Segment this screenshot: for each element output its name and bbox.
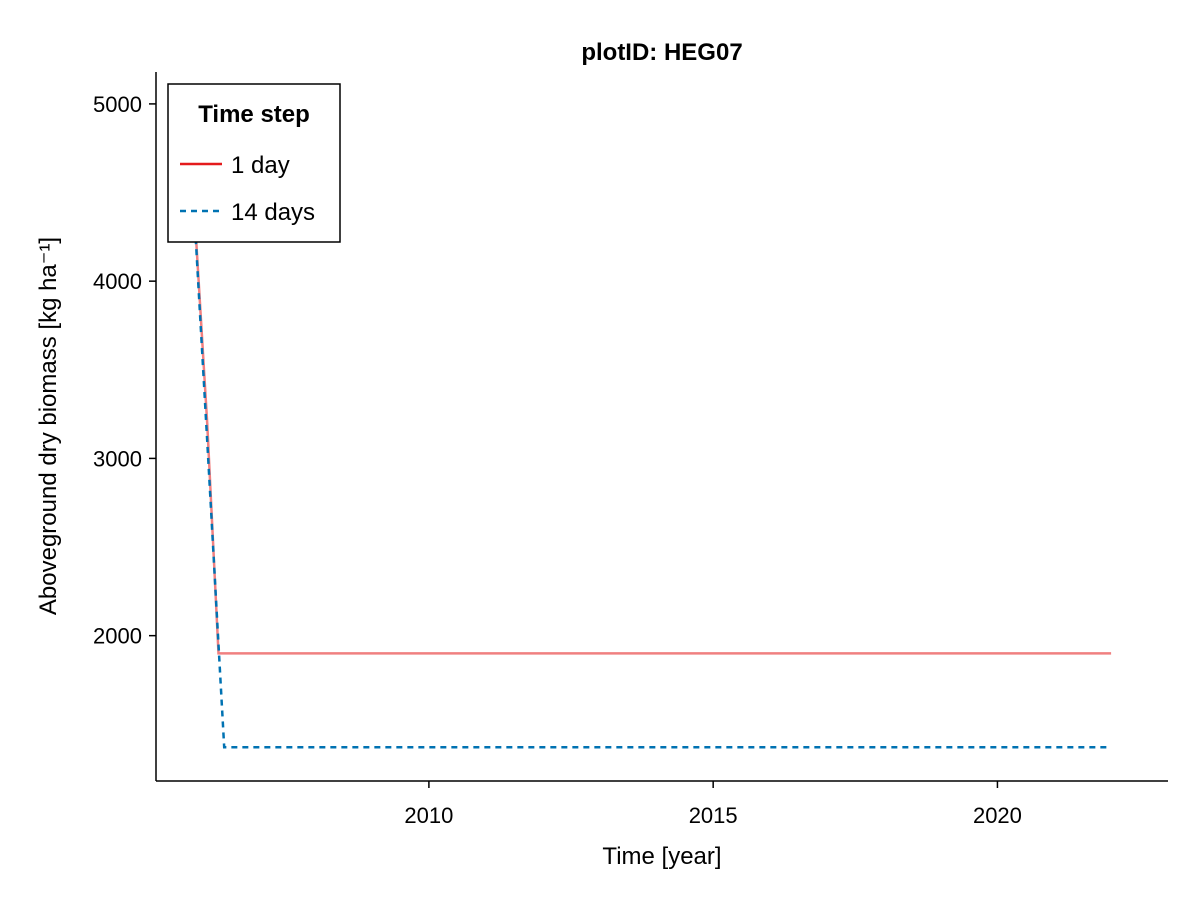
- series-line-14-days: [188, 139, 1112, 749]
- x-axis-label: Time [year]: [602, 843, 721, 870]
- legend-title: Time step: [198, 101, 310, 128]
- chart-title: plotID: HEG07: [581, 39, 742, 66]
- y-ticks: 2000 3000 4000 5000: [93, 92, 156, 649]
- x-tick-label: 2015: [689, 803, 738, 828]
- plot-area: 2000 3000 4000 5000 2010 2015 2020: [93, 72, 1168, 828]
- legend: Time step 1 day 14 days: [167, 83, 341, 243]
- legend-label-1-day: 1 day: [231, 152, 290, 179]
- y-tick-label: 3000: [93, 446, 142, 471]
- y-axis-label: Aboveground dry biomass [kg ha⁻¹]: [35, 237, 62, 615]
- y-tick-label: 4000: [93, 269, 142, 294]
- x-tick-label: 2020: [973, 803, 1022, 828]
- y-tick-label: 2000: [93, 624, 142, 649]
- legend-label-14-days: 14 days: [231, 199, 315, 226]
- y-tick-label: 5000: [93, 92, 142, 117]
- series-layer: [188, 139, 1112, 749]
- x-tick-label: 2010: [404, 803, 453, 828]
- x-ticks: 2010 2015 2020: [404, 781, 1022, 828]
